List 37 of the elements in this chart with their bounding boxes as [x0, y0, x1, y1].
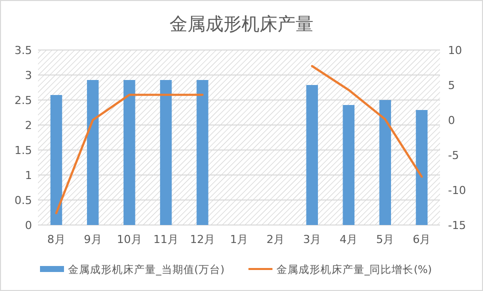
y2-tick-label: -15 [448, 219, 466, 232]
y2-tick-label: 5 [448, 79, 455, 92]
bar [160, 80, 172, 225]
bar [124, 80, 136, 225]
x-tick-label: 3月 [303, 233, 322, 246]
y-tick-label: 3.5 [14, 44, 32, 57]
y2-tick-label: 0 [448, 114, 455, 127]
x-tick-label: 11月 [153, 233, 178, 246]
y-tick-label: 1.5 [14, 144, 32, 157]
x-tick-label: 9月 [84, 233, 102, 246]
chart-title: 金属成形机床产量 [170, 14, 314, 35]
y-tick-label: 2.5 [14, 94, 32, 107]
y2-tick-label: 10 [448, 44, 462, 57]
x-tick-label: 5月 [376, 233, 394, 246]
bar [306, 85, 318, 225]
x-tick-label: 2月 [266, 233, 285, 246]
bar [50, 95, 62, 225]
y-tick-label: 0.5 [14, 194, 32, 207]
y-tick-label: 1 [25, 169, 32, 182]
y2-tick-label: -5 [448, 149, 459, 162]
bar [196, 80, 208, 225]
y-tick-label: 2 [25, 119, 32, 132]
x-tick-label: 6月 [412, 233, 431, 246]
y-tick-label: 3 [25, 69, 32, 82]
legend-label: 金属成形机床产量_同比增长(%) [276, 263, 432, 276]
x-tick-label: 4月 [340, 233, 358, 246]
bar [86, 80, 99, 225]
bar [342, 105, 354, 225]
bar [379, 100, 392, 225]
x-tick-label: 12月 [190, 233, 215, 246]
legend-label: 金属成形机床产量_当期值(万台) [68, 263, 224, 276]
y2-tick-label: -10 [448, 184, 466, 197]
y-tick-label: 0 [25, 219, 32, 232]
x-tick-label: 1月 [230, 233, 248, 246]
bar [416, 110, 428, 225]
x-tick-label: 10月 [116, 233, 142, 246]
x-tick-label: 8月 [47, 233, 66, 246]
